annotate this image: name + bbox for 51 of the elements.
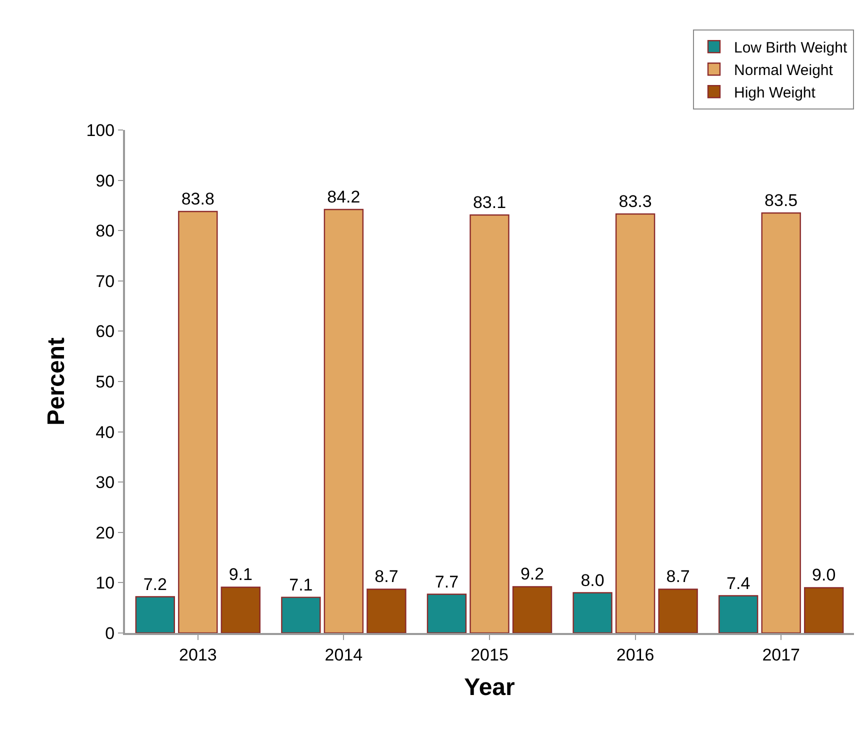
x-tick-label: 2017: [762, 645, 800, 664]
bar: [366, 588, 406, 633]
x-tick-label: 2016: [616, 645, 654, 664]
bar: [178, 210, 218, 633]
legend-label: Normal Weight: [734, 62, 834, 79]
bar: [470, 214, 510, 633]
x-tick-label: 2013: [178, 645, 217, 664]
x-axis-title: Year: [464, 674, 515, 702]
data-label: 83.8: [181, 189, 214, 208]
y-tick-label: 20: [96, 523, 115, 542]
bar: [512, 586, 552, 633]
legend-label: Low Birth Weight: [734, 40, 848, 56]
x-tick-label: 2015: [470, 645, 508, 664]
data-label: 9.0: [812, 566, 836, 585]
data-label: 7.1: [289, 575, 313, 594]
bar: [324, 208, 364, 633]
data-label: 84.2: [327, 187, 360, 206]
y-tick-label: 0: [105, 624, 115, 643]
bar: [804, 587, 844, 633]
y-tick-label: 40: [96, 422, 115, 442]
x-tick-label: 2014: [324, 645, 363, 664]
data-label: 8.7: [666, 567, 690, 586]
data-label: 8.7: [374, 567, 398, 586]
y-axis-title: Percent: [42, 337, 70, 426]
bar: [761, 212, 801, 633]
y-tick-label: 10: [96, 574, 115, 593]
bar: [426, 594, 467, 633]
y-tick-label: 80: [96, 222, 115, 241]
data-label: 7.7: [434, 572, 459, 592]
bar: [572, 592, 612, 633]
bar: [658, 588, 698, 633]
y-tick-label: 30: [96, 473, 115, 492]
y-tick-label: 70: [96, 272, 115, 291]
data-label: 8.0: [580, 570, 604, 590]
y-tick-label: 100: [86, 120, 115, 140]
bar: [220, 586, 261, 633]
y-tick-label: 60: [96, 322, 115, 342]
bar: [615, 213, 656, 633]
data-label: 7.2: [143, 574, 167, 594]
data-label: 83.3: [618, 192, 652, 211]
y-tick-label: 90: [96, 171, 115, 190]
bar: [718, 595, 758, 633]
bar: [135, 596, 175, 633]
legend-label: High Weight: [734, 84, 816, 102]
data-label: 83.5: [764, 191, 798, 210]
bar: [281, 596, 321, 633]
y-tick-label: 50: [96, 372, 115, 392]
data-label: 7.4: [726, 574, 750, 593]
data-label: 9.2: [520, 564, 544, 584]
data-label: 83.1: [472, 193, 506, 212]
data-label: 9.1: [228, 565, 252, 584]
